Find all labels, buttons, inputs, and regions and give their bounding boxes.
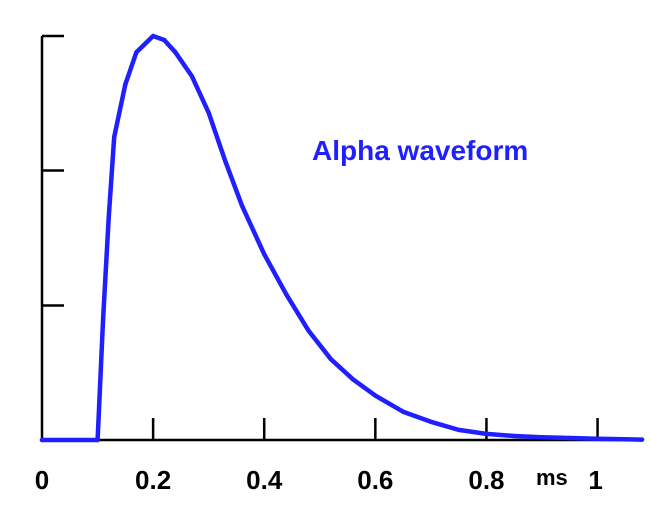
data-point-1 [95, 437, 100, 443]
axes [40, 36, 642, 442]
x-tick-label-3: 0.6 [357, 465, 393, 495]
data-point-20 [400, 409, 406, 414]
data-point-8 [162, 37, 167, 43]
data-point-6 [134, 50, 139, 55]
data-point-12 [223, 159, 228, 164]
data-point-13 [239, 203, 245, 208]
tick-labels: 0 0.2 0.4 0.6 0.8 1 [35, 465, 603, 495]
x-tick-label-1: 0.2 [135, 465, 171, 495]
data-point-27 [595, 436, 600, 441]
data-point-18 [350, 377, 356, 382]
x-tick-label-4: 0.8 [468, 465, 504, 495]
data-point-21 [428, 419, 434, 424]
data-point-25 [539, 435, 545, 440]
data-points [39, 33, 645, 443]
x-tick-label-0: 0 [35, 465, 49, 495]
data-point-16 [306, 328, 311, 334]
data-point-9 [173, 50, 178, 55]
data-point-0 [39, 437, 45, 443]
data-point-7 [150, 33, 156, 39]
x-axis-unit-label: ms [536, 465, 568, 490]
data-point-5 [123, 82, 128, 87]
data-point-24 [512, 433, 517, 439]
data-point-23 [484, 431, 489, 437]
data-point-28 [639, 437, 645, 442]
data-point-10 [189, 74, 195, 79]
data-point-3 [106, 215, 111, 220]
data-point-14 [262, 252, 267, 257]
x-tick-label-2: 0.4 [246, 465, 283, 495]
tick-marks [42, 34, 599, 440]
data-point-26 [567, 435, 572, 441]
data-point-15 [284, 292, 289, 297]
data-point-2 [100, 316, 106, 321]
data-point-11 [206, 110, 211, 116]
x-tick-label-5: 1 [588, 465, 602, 495]
chart-annotation: Alpha waveform [312, 135, 528, 166]
alpha-waveform-series-line [39, 33, 645, 443]
data-point-22 [456, 427, 461, 433]
data-point-4 [112, 134, 117, 140]
data-point-19 [373, 393, 378, 398]
data-point-17 [328, 357, 334, 362]
